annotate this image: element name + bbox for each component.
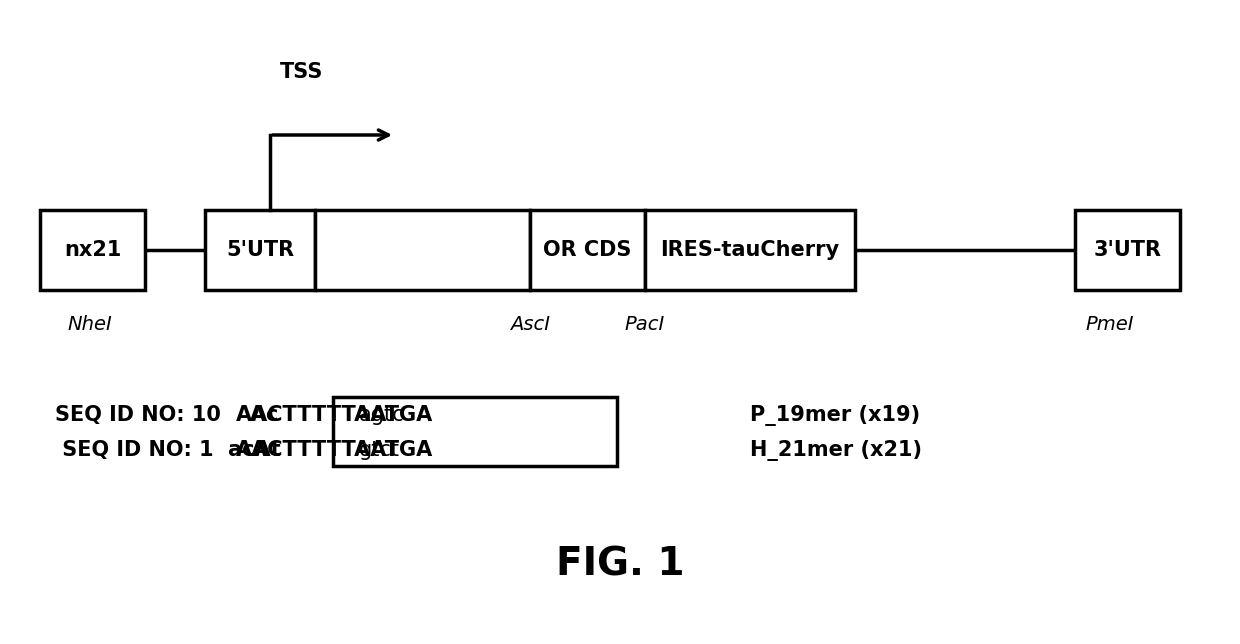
Text: 3'UTR: 3'UTR: [1094, 240, 1162, 260]
Text: FIG. 1: FIG. 1: [556, 546, 684, 584]
Text: NheI: NheI: [68, 315, 113, 334]
Text: AscI: AscI: [510, 315, 551, 334]
Bar: [40, 210, 145, 290]
Text: H_21mer (x21): H_21mer (x21): [750, 439, 923, 460]
Bar: [529, 210, 645, 290]
Text: TSS: TSS: [280, 62, 324, 82]
Text: PacI: PacI: [625, 315, 665, 334]
Bar: [205, 210, 315, 290]
Text: OR CDS: OR CDS: [543, 240, 631, 260]
Text: AACTTTTTAATGA: AACTTTTTAATGA: [236, 440, 433, 460]
Bar: [1075, 210, 1180, 290]
Text: AACTTTTTAATGA: AACTTTTTAATGA: [236, 405, 433, 425]
Text: agtc: agtc: [360, 405, 404, 425]
Text: nx21: nx21: [63, 240, 122, 260]
Text: gtct: gtct: [360, 440, 401, 460]
Text: SEQ ID NO: 1  acAt: SEQ ID NO: 1 acAt: [55, 440, 280, 460]
Text: PmeI: PmeI: [1086, 315, 1135, 334]
Text: IRES-tauCherry: IRES-tauCherry: [661, 240, 839, 260]
Bar: [645, 210, 856, 290]
Bar: [315, 210, 529, 290]
Bar: [334, 397, 618, 466]
Text: SEQ ID NO: 10    Ac: SEQ ID NO: 10 Ac: [55, 405, 278, 425]
Text: 5'UTR: 5'UTR: [226, 240, 294, 260]
Text: P_19mer (x19): P_19mer (x19): [750, 404, 920, 426]
